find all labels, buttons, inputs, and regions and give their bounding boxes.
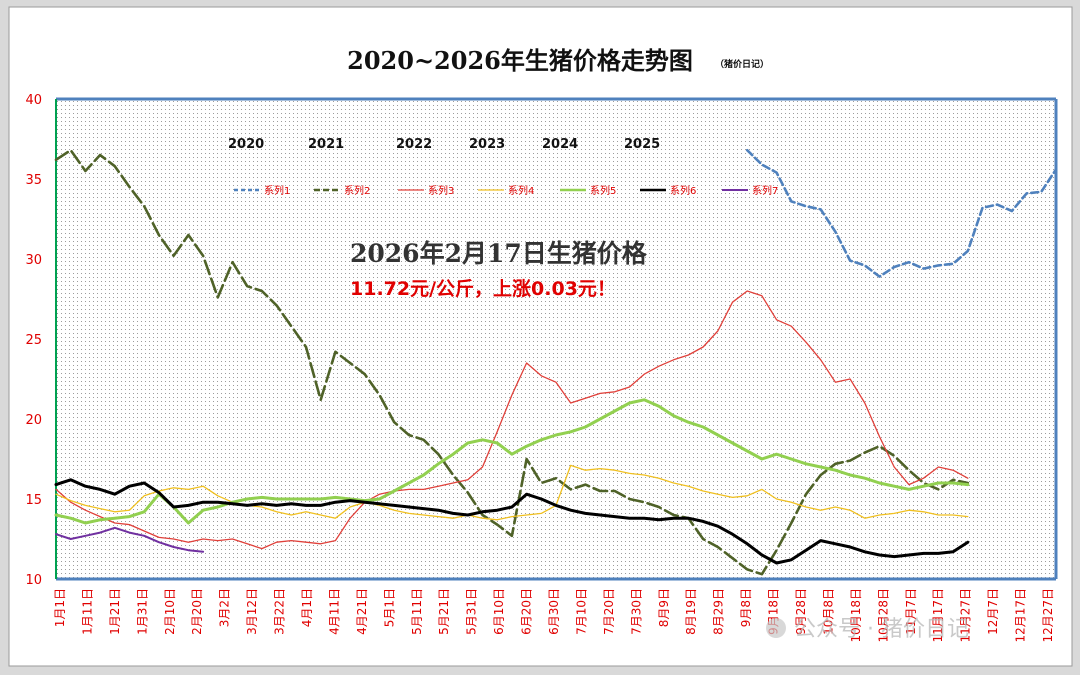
x-tick-label: 11月27日 [959, 588, 973, 643]
x-tick-label: 10月28日 [876, 588, 890, 643]
y-tick-label: 40 [25, 93, 42, 108]
year-labels: 2020 2021 2022 2023 2024 2025 [228, 137, 660, 152]
x-tick-label: 12月7日 [986, 588, 1000, 635]
legend-label-6: 系列6 [670, 184, 696, 197]
legend: 系列1 系列2 系列3 系列4 系列5 系列6 系列7 [234, 184, 778, 197]
x-tick-label: 10月18日 [849, 588, 863, 643]
x-tick-label: 2月10日 [163, 588, 177, 635]
x-tick-label: 6月10日 [492, 588, 506, 635]
x-tick-label: 1月21日 [108, 588, 122, 635]
wechat-logo-icon [766, 618, 786, 638]
series-line-3 [55, 290, 969, 550]
y-tick-label: 10 [25, 573, 42, 588]
year-label: 2020 [228, 137, 264, 152]
x-tick-label: 4月11日 [327, 588, 341, 635]
x-tick-label: 4月1日 [300, 588, 314, 627]
plot-area [56, 99, 1056, 579]
year-label: 2023 [469, 137, 505, 152]
legend-label-2: 系列2 [344, 184, 370, 197]
x-tick-label: 2月20日 [190, 588, 204, 635]
series-line-2 [54, 148, 970, 576]
annotation-date-heading: 2026年2月17日生猪价格 [350, 239, 648, 268]
x-tick-label: 9月28日 [794, 588, 808, 635]
x-tick-label: 7月20日 [602, 588, 616, 635]
chart-title: 2020~2026年生猪价格走势图 [347, 46, 693, 75]
legend-label-7: 系列7 [752, 184, 778, 197]
year-label: 2021 [308, 137, 344, 152]
legend-label-4: 系列4 [508, 184, 534, 197]
y-tick-labels: 10 15 20 25 30 35 40 [25, 93, 42, 588]
x-tick-label: 9月8日 [739, 588, 753, 627]
x-tick-label: 4月21日 [355, 588, 369, 635]
legend-label-1: 系列1 [264, 184, 290, 197]
series-line-5 [54, 398, 970, 525]
y-tick-label: 25 [25, 333, 42, 348]
y-tick-label: 35 [25, 173, 42, 188]
x-tick-label: 8月19日 [684, 588, 698, 635]
x-tick-label: 1月1日 [53, 588, 67, 627]
legend-label-3: 系列3 [428, 184, 454, 197]
series-line-1 [745, 148, 1058, 278]
series-lines [54, 148, 1058, 576]
year-label: 2024 [542, 137, 578, 152]
x-tick-label: 11月7日 [904, 588, 918, 635]
x-tick-label: 6月30日 [547, 588, 561, 635]
x-tick-label: 5月1日 [382, 588, 396, 627]
annotation-price-change: 11.72元/公斤，上涨0.03元！ [350, 278, 616, 300]
y-tick-label: 30 [25, 253, 42, 268]
legend-label-5: 系列5 [590, 184, 616, 197]
chart-subtitle: （猪价日记） [715, 58, 769, 70]
x-tick-label: 12月27日 [1041, 588, 1055, 643]
x-tick-label: 5月31日 [465, 588, 479, 635]
x-tick-label: 11月17日 [931, 588, 945, 643]
x-tick-label: 8月9日 [657, 588, 671, 627]
x-tick-label: 3月22日 [273, 588, 287, 635]
x-tick-label: 1月11日 [80, 588, 94, 635]
x-tick-label: 5月21日 [437, 588, 451, 635]
x-tick-label: 3月2日 [218, 588, 232, 627]
y-tick-label: 20 [25, 413, 42, 428]
x-tick-label: 5月11日 [410, 588, 424, 635]
x-tick-label: 1月31日 [135, 588, 149, 635]
watermark-text: 公众号 · 猪价日记 [794, 617, 969, 642]
y-tick-label: 15 [25, 493, 42, 508]
watermark: 公众号 · 猪价日记 [766, 617, 969, 642]
x-tick-label: 6月20日 [520, 588, 534, 635]
x-tick-label: 7月30日 [629, 588, 643, 635]
x-tick-label: 10月8日 [821, 588, 835, 635]
x-tick-label: 7月10日 [574, 588, 588, 635]
year-label: 2025 [624, 137, 660, 152]
series-line-6 [54, 478, 970, 565]
x-tick-label: 3月12日 [245, 588, 259, 635]
x-tick-label: 12月17日 [1014, 588, 1028, 643]
x-tick-label: 8月29日 [712, 588, 726, 635]
year-label: 2022 [396, 137, 432, 152]
series-line-4 [55, 464, 969, 521]
series-line-7 [55, 526, 205, 553]
x-tick-labels: 1月1日 1月11日 1月21日 1月31日 2月10日 2月20日 3月2日 3月12日 3月… [53, 588, 1055, 643]
